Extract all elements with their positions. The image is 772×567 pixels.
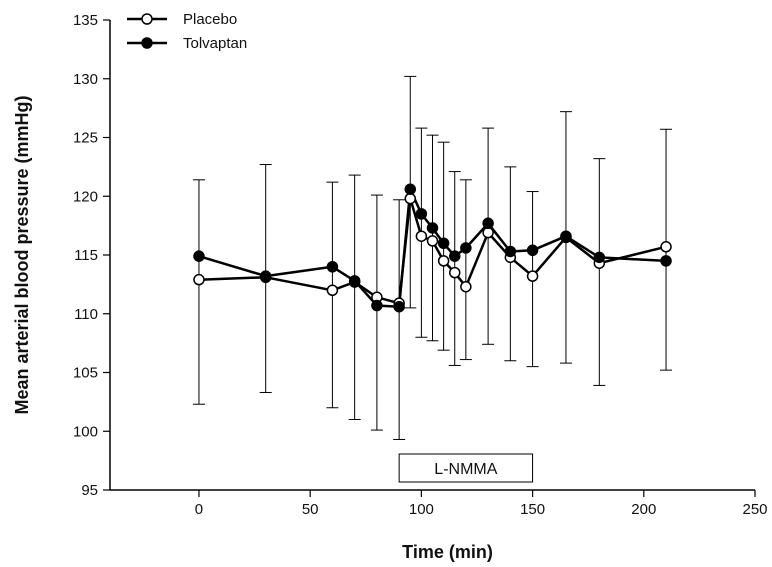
- error-bar: [192, 179, 205, 405]
- tolvaptan-point: [593, 251, 606, 264]
- x-axis-title: Time (min): [402, 542, 493, 562]
- error-bar: [593, 158, 606, 386]
- l-nmma-box: [398, 453, 534, 483]
- tolvaptan-point: [371, 299, 383, 312]
- axes: 95 100 105 110 115 120 125 130 135 0 50 100 150 200 25…: [73, 12, 768, 518]
- x-tick-label: 250: [742, 501, 767, 518]
- x-tick-label: 200: [631, 501, 656, 518]
- l-nmma-label: L-NMMA: [434, 461, 497, 478]
- placebo-point: [326, 284, 339, 296]
- y-tick-label: 95: [81, 482, 98, 499]
- tolvaptan-point: [348, 275, 361, 287]
- placebo-point: [193, 273, 205, 286]
- tolvaptan-point: [560, 230, 572, 242]
- y-tick-label: 115: [74, 247, 98, 264]
- legend-swatch-marker: [141, 37, 153, 49]
- x-tick-label: 50: [302, 501, 319, 518]
- tolvaptan-point: [259, 270, 272, 282]
- y-tick-label: 105: [73, 365, 98, 382]
- tolvaptan-point: [437, 237, 450, 249]
- annotation-group: L-NMMA: [398, 453, 534, 483]
- error-bar: [348, 174, 361, 420]
- tolvaptan-point: [393, 300, 405, 313]
- tolvaptan-point: [326, 261, 339, 273]
- y-tick-label: 100: [73, 423, 98, 440]
- tolvaptan-point: [526, 244, 539, 257]
- placebo-point: [660, 241, 672, 253]
- tolvaptan-point: [504, 245, 517, 258]
- error-bar: [370, 194, 383, 431]
- tolvaptan-point: [415, 208, 428, 220]
- error-bar: [393, 199, 406, 440]
- legend-label: Placebo: [183, 11, 237, 28]
- placebo-point: [404, 192, 417, 205]
- placebo-point: [448, 266, 461, 279]
- placebo-point: [437, 255, 450, 267]
- legend-swatch-marker: [141, 13, 153, 25]
- y-tick-label: 135: [73, 12, 98, 29]
- placebo-point: [415, 230, 428, 242]
- y-axis-title: Mean arterial blood pressure (mmHg): [12, 95, 32, 414]
- x-tick-label: 150: [520, 501, 545, 518]
- y-tick-label: 125: [73, 130, 98, 147]
- placebo-point: [482, 226, 494, 239]
- tolvaptan-point: [460, 242, 472, 254]
- tolvaptan-point: [482, 217, 494, 230]
- legend-label: Tolvaptan: [183, 35, 247, 52]
- tolvaptan-point: [404, 183, 417, 195]
- placebo-point: [460, 280, 472, 293]
- tolvaptan-point: [193, 250, 205, 262]
- tolvaptan-point: [426, 222, 439, 234]
- tolvaptan-point: [660, 255, 672, 267]
- y-tick-label: 130: [73, 71, 98, 88]
- series-markers: [193, 183, 672, 313]
- legend-item-placebo: Placebo: [127, 11, 237, 28]
- placebo-point: [426, 235, 439, 247]
- y-tick-label: 120: [73, 188, 98, 205]
- error-bar: [504, 166, 517, 362]
- legend: Placebo Tolvaptan: [127, 11, 247, 52]
- tolvaptan-point: [448, 250, 461, 262]
- y-tick-label: 110: [74, 306, 98, 323]
- x-tick-label: 0: [195, 501, 203, 518]
- legend-item-tolvaptan: Tolvaptan: [127, 35, 247, 52]
- error-bar: [459, 179, 472, 361]
- x-tick-label: 100: [409, 501, 434, 518]
- placebo-point: [526, 270, 539, 282]
